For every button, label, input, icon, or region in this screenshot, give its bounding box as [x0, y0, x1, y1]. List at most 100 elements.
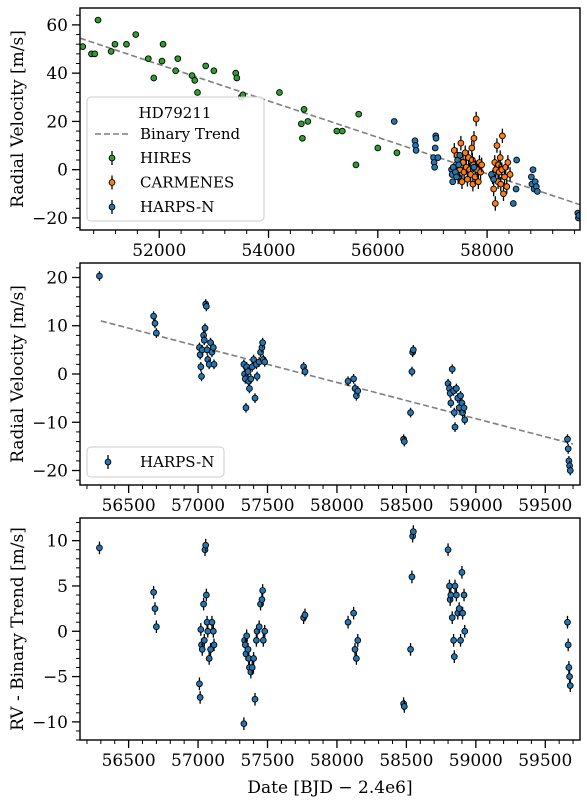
- data-point-carmenes: [477, 168, 484, 176]
- data-point-harps-n: [255, 623, 263, 631]
- data-point-harps-n: [447, 591, 455, 599]
- data-point-harps-n: [470, 163, 478, 171]
- data-point-harps-n: [344, 618, 352, 626]
- data-point-carmenes: [472, 115, 480, 123]
- data-point-harps-n: [96, 272, 103, 280]
- x-tick-label: 59500: [518, 496, 572, 516]
- legend-box: [86, 96, 265, 222]
- data-point-harps-n: [565, 664, 573, 671]
- data-point-carmenes: [469, 180, 477, 188]
- legend-marker-harps-n: [108, 203, 116, 211]
- data-point-harps-n: [400, 703, 408, 710]
- data-point-carmenes: [501, 173, 508, 181]
- data-point-harps-n: [344, 377, 352, 385]
- data-point-hires: [355, 110, 363, 118]
- data-point-harps-n: [450, 653, 458, 660]
- data-point-harps-n: [461, 627, 469, 635]
- legend-label: HIRES: [140, 149, 192, 167]
- y-tick-label: 0: [57, 365, 68, 385]
- data-point-harps-n: [407, 409, 414, 416]
- data-point-harps-n: [204, 627, 212, 635]
- data-point-harps-n: [150, 588, 157, 596]
- data-point-harps-n: [564, 435, 571, 443]
- data-point-harps-n: [203, 591, 210, 599]
- axes-frame: [79, 517, 581, 741]
- data-point-harps-n: [400, 438, 408, 445]
- data-point-harps-n: [251, 695, 259, 703]
- data-point-hires: [107, 48, 115, 55]
- data-point-harps-n: [350, 609, 357, 617]
- data-point-harps-n: [151, 605, 159, 612]
- data-point-harps-n: [564, 641, 572, 649]
- data-point-harps-n: [408, 368, 416, 375]
- data-point-harps-n: [460, 591, 468, 599]
- data-point-harps-n: [534, 188, 541, 195]
- data-point-carmenes: [500, 190, 507, 198]
- data-point-hires: [111, 40, 119, 48]
- data-point-hires: [159, 40, 167, 48]
- data-point-hires: [91, 50, 99, 58]
- binary-trend-line: [100, 320, 574, 445]
- legend-title: HD79211: [139, 104, 212, 122]
- data-point-harps-n: [412, 147, 420, 154]
- data-point-harps-n: [457, 636, 464, 644]
- data-point-harps-n: [208, 618, 216, 626]
- data-point-carmenes: [496, 154, 504, 161]
- data-point-harps-n: [354, 387, 362, 395]
- legend: HARPS-N: [86, 446, 225, 478]
- data-point-harps-n: [409, 528, 417, 535]
- panel-top: 52000 54000 56000 58000 −20 0 20 40 60 Radial Vel…: [8, 7, 581, 261]
- data-point-carmenes: [497, 180, 505, 188]
- data-point-carmenes: [468, 144, 476, 152]
- data-point-harps-n: [200, 336, 208, 344]
- data-point-harps-n: [196, 680, 203, 688]
- x-tick-label: 56000: [351, 241, 405, 261]
- data-point-hires: [172, 67, 179, 75]
- y-tick-label: 0: [57, 161, 68, 181]
- data-point-carmenes: [457, 139, 465, 147]
- x-tick-label: 59000: [449, 751, 503, 771]
- data-point-harps-n: [353, 655, 360, 662]
- data-point-harps-n: [513, 156, 520, 164]
- data-point-carmenes: [491, 200, 499, 207]
- data-point-harps-n: [432, 134, 440, 142]
- data-point-harps-n: [198, 646, 206, 653]
- panel-middle: 56500 57000 57500 58000 58500 59000 59500 −20 −1…: [8, 262, 581, 516]
- data-point-harps-n: [461, 416, 469, 424]
- data-point-harps-n: [153, 623, 160, 631]
- x-tick-label: 56500: [102, 751, 156, 771]
- data-point-hires: [94, 16, 102, 24]
- x-tick-label: 56500: [102, 496, 156, 516]
- data-point-harps-n: [243, 632, 251, 640]
- data-point-harps-n: [564, 445, 572, 453]
- data-point-hires: [233, 74, 241, 82]
- data-point-harps-n: [390, 118, 398, 125]
- data-point-hires: [304, 118, 312, 125]
- x-tick-label: 58500: [379, 751, 433, 771]
- legend-marker-harps-n: [104, 458, 112, 466]
- data-point-hires: [393, 149, 401, 157]
- data-point-harps-n: [242, 404, 250, 412]
- data-point-hires: [191, 77, 199, 84]
- x-tick-label: 54000: [241, 241, 295, 261]
- data-point-hires: [158, 57, 166, 65]
- y-tick-label: 10: [46, 317, 68, 337]
- legend-label: CARMENES: [140, 174, 234, 192]
- y-tick-label: −5: [43, 668, 68, 688]
- data-point-harps-n: [250, 655, 257, 662]
- y-tick-label: 0: [57, 622, 68, 642]
- data-point-harps-n: [261, 627, 269, 635]
- x-tick-label: 57500: [240, 496, 294, 516]
- data-point-harps-n: [251, 394, 259, 402]
- data-point-carmenes: [490, 185, 498, 193]
- data-point-harps-n: [259, 339, 266, 346]
- data-point-hires: [202, 62, 210, 70]
- data-point-harps-n: [509, 200, 517, 207]
- data-point-carmenes: [499, 132, 506, 140]
- data-point-harps-n: [258, 596, 266, 603]
- data-point-harps-n: [261, 358, 269, 366]
- data-point-carmenes: [475, 178, 482, 186]
- y-tick-label: −20: [32, 209, 68, 229]
- data-point-hires: [80, 43, 87, 50]
- legend-label: HARPS-N: [140, 198, 214, 216]
